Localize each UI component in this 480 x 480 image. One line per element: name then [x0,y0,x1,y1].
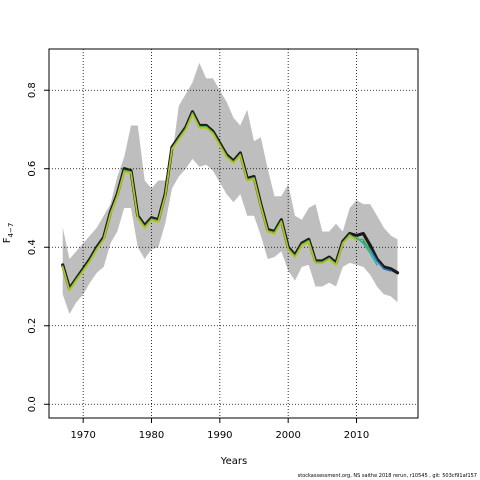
x-axis: 1970 1980 1990 2000 2010 [70,418,369,441]
plot-frame [48,48,419,419]
x-tick-label: 2000 [275,430,300,441]
y-axis: 0.0 0.2 0.4 0.6 0.8 [27,82,49,412]
footer-credit: stockassessment.org, NS saithe 2018 reru… [297,473,477,479]
confidence-band-layer [62,62,398,315]
x-tick-label: 1980 [139,430,164,441]
series-line-5 [61,113,358,292]
x-tick-label: 2010 [344,430,369,441]
y-axis-label-subscript: 4−7 [7,223,15,238]
y-tick-label: 0.2 [27,318,38,334]
y-tick-label: 0.8 [27,82,38,98]
x-tick-label: 1990 [207,430,232,441]
y-axis-label: F4−7 [2,223,15,244]
series-line-3 [355,236,378,266]
confidence-band [62,62,398,315]
series-layer [61,110,400,292]
x-axis-label: Years [220,456,247,467]
y-tick-label: 0.4 [27,239,38,255]
y-tick-label: 0.6 [27,161,38,177]
y-axis-label-main: F [2,237,13,243]
x-tick-label: 1970 [70,430,95,441]
y-tick-label: 0.0 [27,396,38,412]
